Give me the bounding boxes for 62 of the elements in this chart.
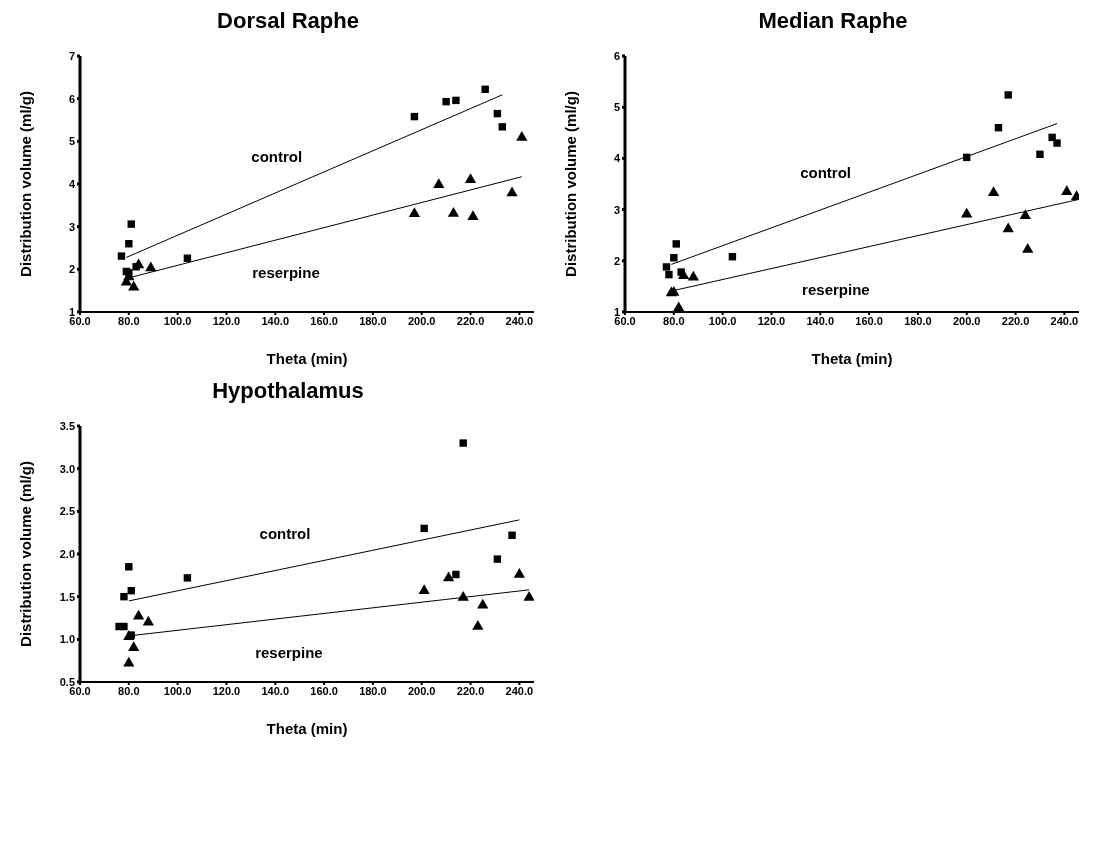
y-tick-label: 1.5	[59, 590, 75, 603]
series-label: control	[800, 164, 852, 182]
y-tick-label: 7	[68, 49, 75, 62]
y-tick-label: 3	[613, 203, 620, 216]
series-label: reserpine	[255, 644, 323, 662]
y-tick-label: 1.0	[59, 633, 75, 646]
chart-title: Hypothalamus	[211, 378, 365, 405]
x-tick-label: 220.0	[456, 314, 485, 327]
x-tick-label: 160.0	[310, 684, 338, 697]
x-tick-label: 120.0	[212, 684, 241, 697]
series-label: control	[251, 148, 303, 166]
y-tick-label: 6	[613, 49, 620, 62]
y-tick-label: 3	[68, 220, 75, 233]
y-tick-label: 5	[613, 101, 620, 114]
x-tick-label: 240.0	[1050, 314, 1079, 327]
x-tick-label: 140.0	[806, 314, 835, 327]
x-axis-title: Theta (min)	[811, 350, 893, 367]
x-tick-label: 80.0	[118, 314, 140, 327]
y-tick-label: 3.5	[59, 419, 75, 432]
series-label: reserpine	[802, 280, 870, 298]
chart-title: Dorsal Raphe	[216, 8, 360, 35]
y-tick-label: 2.5	[59, 505, 75, 518]
y-tick-label: 1	[68, 305, 75, 318]
x-tick-label: 180.0	[359, 314, 387, 327]
y-tick-label: 2	[68, 263, 75, 276]
x-axis-title: Theta (min)	[266, 350, 348, 367]
x-tick-label: 80.0	[663, 314, 685, 327]
x-tick-label: 120.0	[757, 314, 786, 327]
y-tick-label: 1	[613, 305, 620, 318]
x-tick-label: 200.0	[407, 314, 436, 327]
y-tick-label: 4	[68, 177, 76, 190]
x-tick-label: 240.0	[505, 314, 534, 327]
x-tick-label: 140.0	[261, 314, 290, 327]
y-tick-label: 5	[68, 135, 75, 148]
x-tick-label: 100.0	[708, 314, 737, 327]
x-tick-label: 200.0	[407, 684, 436, 697]
x-axis-title: Theta (min)	[266, 720, 348, 737]
y-tick-label: 4	[613, 152, 621, 165]
x-tick-label: 80.0	[118, 684, 140, 697]
x-tick-label: 220.0	[456, 684, 485, 697]
x-tick-label: 140.0	[261, 684, 290, 697]
x-tick-label: 160.0	[855, 314, 883, 327]
x-tick-label: 120.0	[212, 314, 241, 327]
y-axis-title: Distribution volume (ml/g)	[562, 91, 580, 277]
x-tick-label: 200.0	[952, 314, 981, 327]
y-axis-title: Distribution volume (ml/g)	[17, 91, 35, 277]
x-tick-label: 100.0	[163, 684, 192, 697]
x-tick-label: 220.0	[1001, 314, 1030, 327]
x-tick-label: 180.0	[904, 314, 932, 327]
y-tick-label: 0.5	[59, 675, 75, 688]
y-tick-label: 3.0	[59, 462, 75, 475]
series-label: control	[259, 524, 311, 542]
chart-title: Median Raphe	[757, 8, 909, 35]
y-tick-label: 2.0	[59, 547, 75, 560]
series-label: reserpine	[252, 264, 320, 282]
y-tick-label: 2	[613, 254, 620, 267]
x-tick-label: 160.0	[310, 314, 338, 327]
x-tick-label: 180.0	[359, 684, 387, 697]
y-axis-title: Distribution volume (ml/g)	[17, 461, 35, 647]
x-tick-label: 240.0	[505, 684, 534, 697]
y-tick-label: 6	[68, 92, 75, 105]
x-tick-label: 100.0	[163, 314, 192, 327]
